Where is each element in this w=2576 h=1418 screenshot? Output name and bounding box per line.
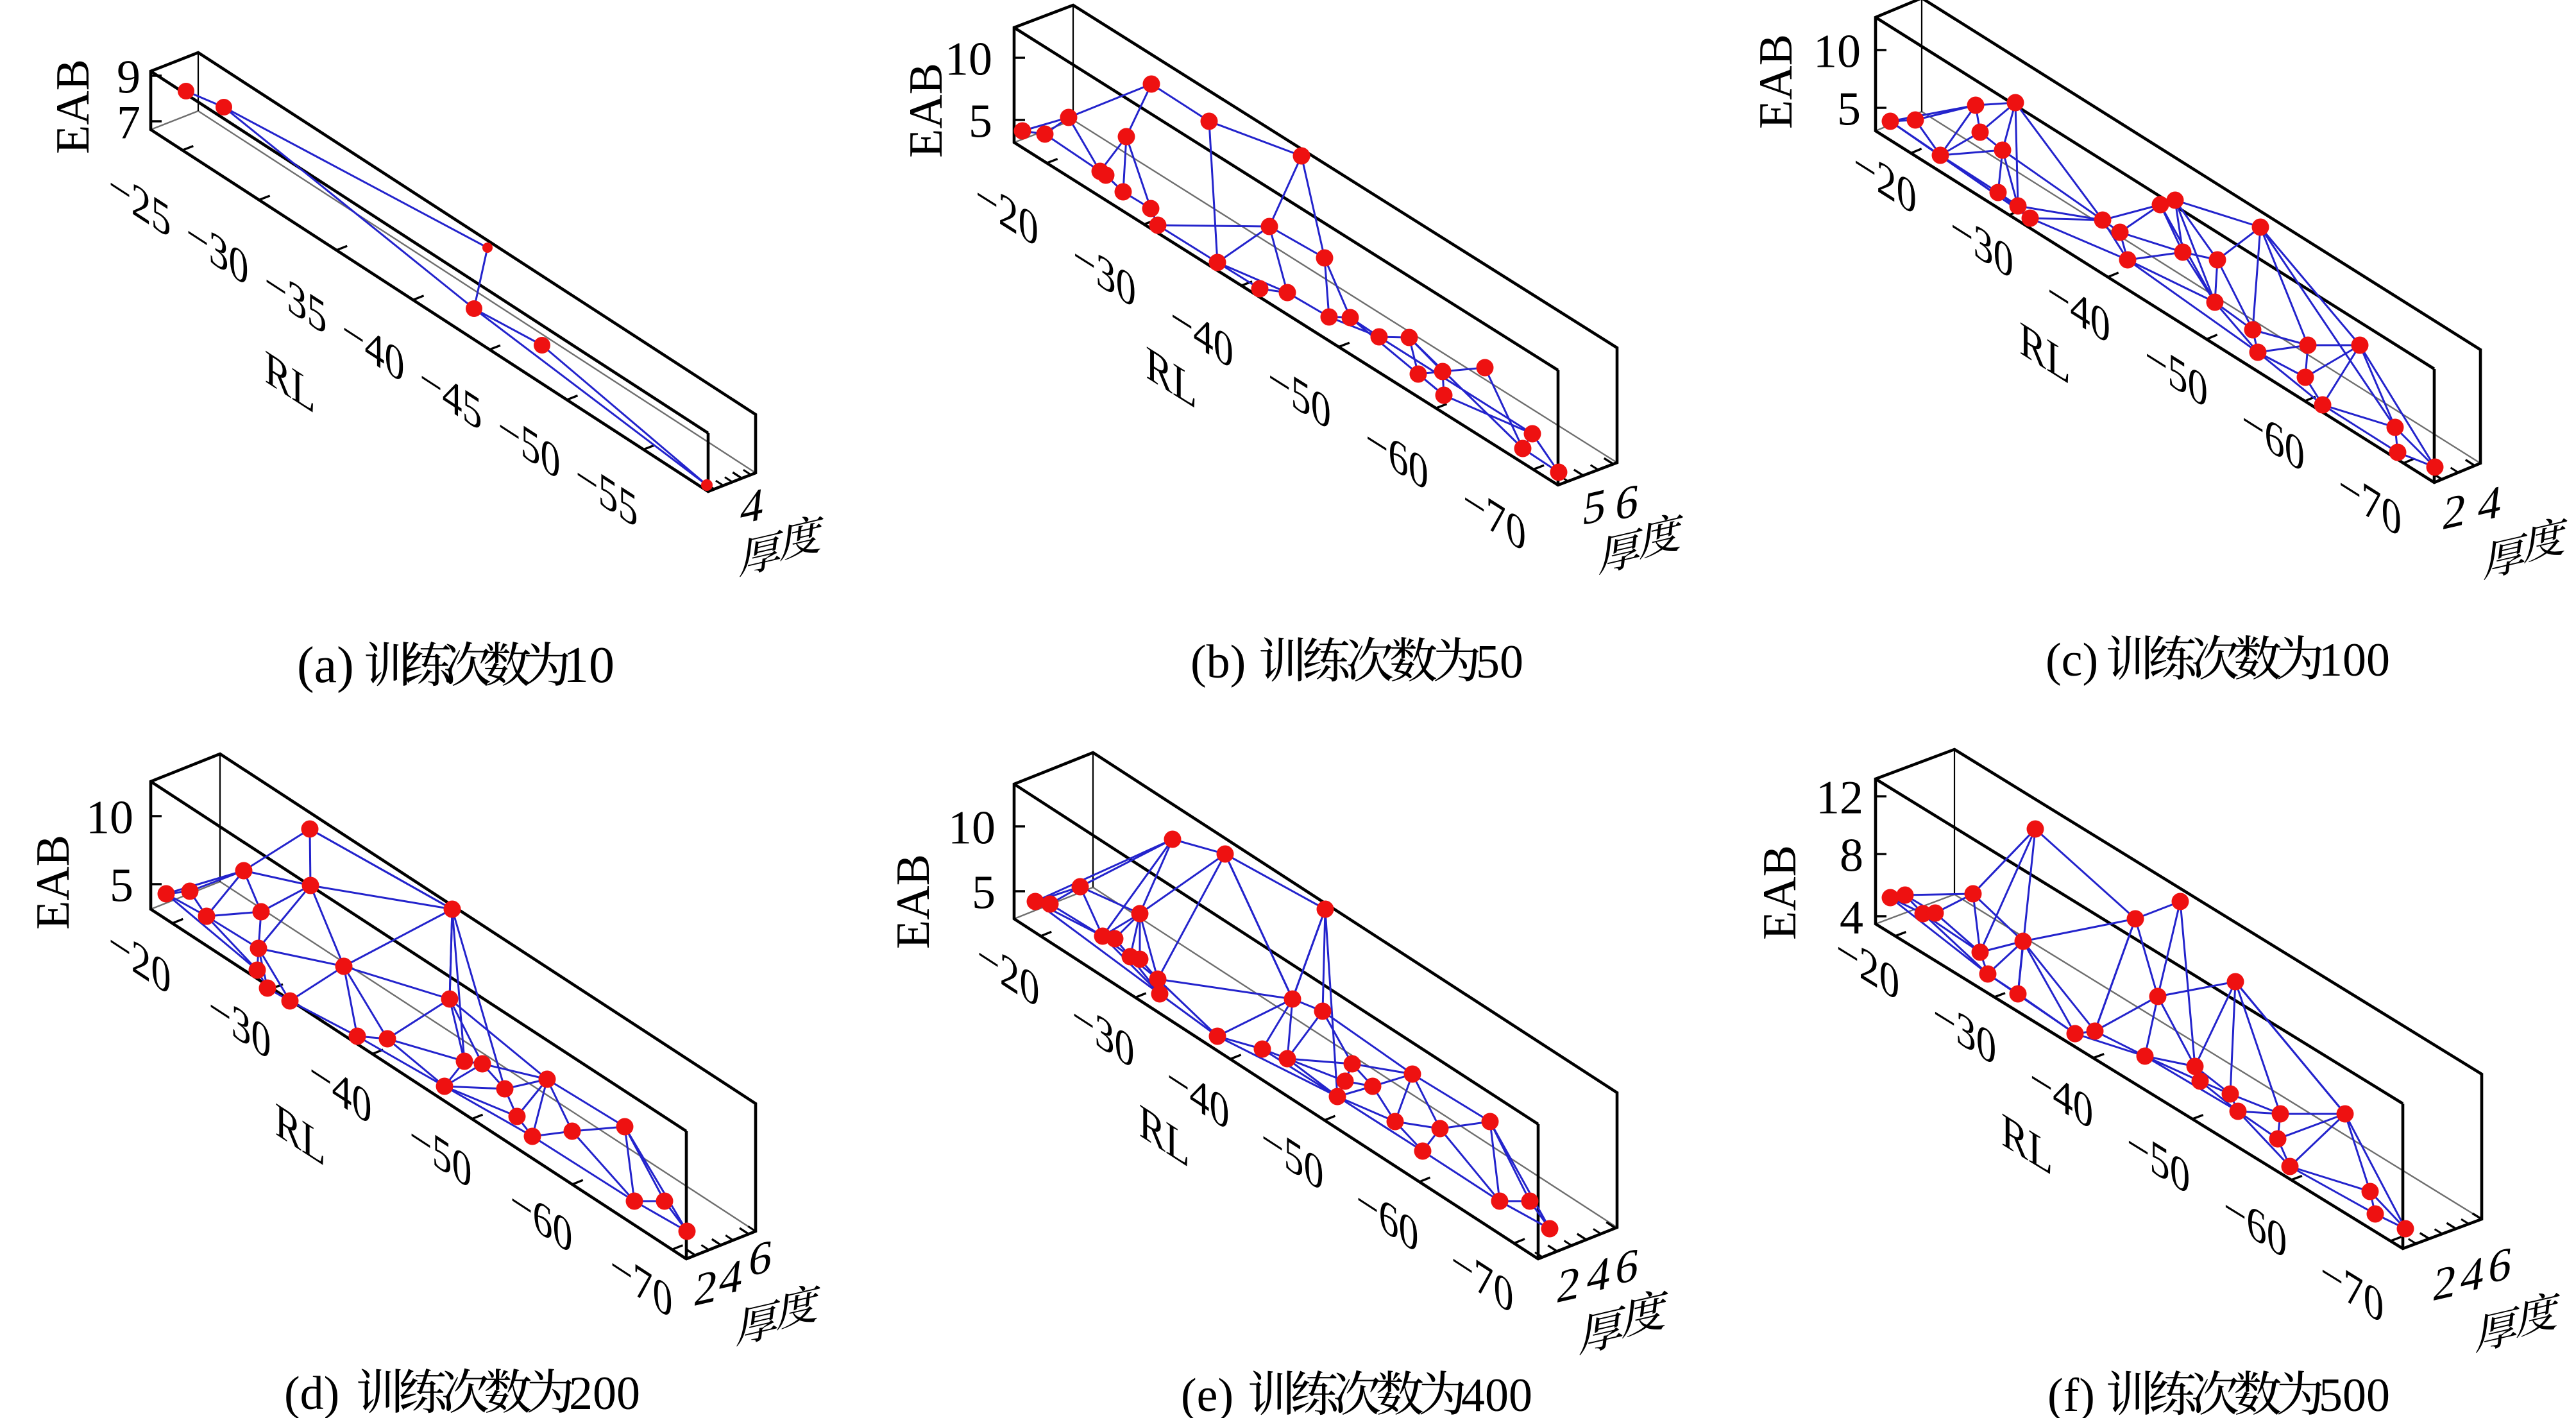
svg-text:400: 400 xyxy=(1461,1369,1532,1418)
svg-text:4: 4 xyxy=(1840,892,1863,944)
svg-text:(b): (b) xyxy=(1191,636,1246,688)
svg-text:(c): (c) xyxy=(2046,634,2098,687)
svg-text:EAB: EAB xyxy=(27,835,80,930)
svg-text:8: 8 xyxy=(1840,830,1863,882)
svg-text:500: 500 xyxy=(2319,1369,2390,1418)
svg-text:5: 5 xyxy=(972,867,996,919)
svg-text:EAB: EAB xyxy=(900,63,953,158)
svg-text:7: 7 xyxy=(117,97,140,149)
svg-text:EAB: EAB xyxy=(1750,34,1802,129)
svg-text:EAB: EAB xyxy=(887,854,940,949)
svg-text:EAB: EAB xyxy=(47,59,99,154)
svg-text:(a): (a) xyxy=(297,637,354,694)
svg-text:5: 5 xyxy=(110,860,133,912)
svg-text:5: 5 xyxy=(969,96,992,148)
svg-text:10: 10 xyxy=(1813,26,1861,78)
svg-text:12: 12 xyxy=(1816,772,1863,824)
svg-text:10: 10 xyxy=(945,33,992,86)
svg-text:5: 5 xyxy=(1837,83,1861,136)
svg-text:10: 10 xyxy=(563,637,614,694)
svg-text:(d): (d) xyxy=(284,1367,339,1418)
svg-text:(f): (f) xyxy=(2047,1369,2095,1418)
svg-text:100: 100 xyxy=(2319,634,2390,687)
svg-text:EAB: EAB xyxy=(1754,845,1806,940)
svg-text:10: 10 xyxy=(86,792,133,844)
svg-text:9: 9 xyxy=(117,51,140,104)
svg-text:10: 10 xyxy=(948,802,996,855)
svg-text:50: 50 xyxy=(1476,636,1523,688)
svg-text:(e): (e) xyxy=(1181,1369,1233,1418)
svg-text:200: 200 xyxy=(569,1367,640,1418)
